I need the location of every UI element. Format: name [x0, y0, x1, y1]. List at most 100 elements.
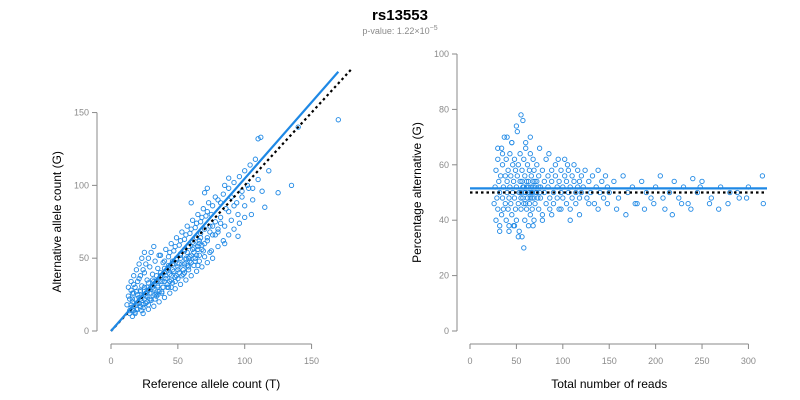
- left-data-point: [144, 277, 150, 283]
- right-data-point: [497, 173, 504, 179]
- right-data-point: [662, 206, 668, 212]
- left-y-tick-label: 100: [74, 180, 89, 190]
- right-data-point: [623, 212, 629, 218]
- left-data-point: [196, 240, 202, 247]
- left-data-point: [152, 296, 158, 302]
- right-data-point: [498, 212, 505, 218]
- left-x-tick-label: 150: [304, 356, 319, 366]
- right-data-point: [502, 173, 508, 179]
- right-data-point: [666, 189, 673, 196]
- left-data-point: [231, 226, 237, 232]
- left-data-point: [255, 176, 261, 183]
- left-data-point: [183, 255, 189, 261]
- left-data-point: [128, 287, 134, 293]
- right-data-point: [539, 167, 546, 173]
- right-data-point: [519, 167, 525, 173]
- right-data-point: [503, 217, 509, 223]
- left-data-point: [196, 252, 202, 258]
- right-data-point: [534, 178, 540, 185]
- right-data-point: [634, 200, 640, 207]
- left-data-point: [145, 255, 152, 261]
- right-data-point: [600, 195, 607, 201]
- right-data-point: [708, 195, 714, 201]
- left-data-point: [145, 302, 152, 308]
- right-data-point: [545, 173, 551, 179]
- right-data-point: [584, 195, 590, 201]
- right-data-point: [660, 195, 666, 201]
- right-data-point: [760, 200, 766, 207]
- right-data-point: [706, 200, 713, 207]
- right-data-point: [508, 200, 514, 207]
- left-data-point: [295, 124, 301, 130]
- left-data-point: [195, 262, 201, 269]
- right-data-point: [503, 156, 509, 162]
- right-data-point: [510, 162, 516, 168]
- right-data-point: [494, 195, 500, 201]
- right-data-point: [651, 200, 657, 207]
- right-data-point: [539, 212, 546, 218]
- right-data-point: [563, 178, 570, 185]
- left-data-point: [151, 243, 157, 250]
- left-data-point: [258, 134, 264, 140]
- left-data-point: [161, 278, 168, 285]
- right-data-point: [515, 162, 521, 168]
- right-data-point: [595, 206, 601, 212]
- left-data-point: [147, 296, 153, 302]
- right-data-point: [506, 223, 512, 229]
- right-data-point: [671, 178, 677, 185]
- left-y-tick-label: 0: [84, 326, 89, 336]
- right-data-point: [632, 200, 638, 207]
- left-data-point: [207, 229, 213, 235]
- left-data-point: [164, 281, 170, 288]
- right-data-point: [613, 206, 620, 212]
- left-data-point: [212, 219, 218, 225]
- left-data-point: [222, 240, 228, 247]
- left-data-point: [141, 249, 148, 256]
- left-data-point: [217, 220, 224, 226]
- right-data-point: [504, 178, 510, 185]
- right-y-tick-label: 80: [439, 104, 449, 114]
- left-data-point: [129, 296, 136, 302]
- left-data-point: [128, 278, 134, 285]
- left-data-point: [168, 273, 174, 279]
- left-data-point: [242, 214, 248, 221]
- left-data-point: [180, 267, 186, 273]
- right-data-point: [521, 200, 527, 207]
- left-data-point: [155, 284, 161, 290]
- right-data-point: [578, 189, 585, 196]
- right-data-point: [536, 173, 542, 179]
- right-data-point: [523, 145, 529, 151]
- right-data-point: [657, 173, 663, 179]
- right-data-point: [522, 217, 528, 223]
- left-x-axis-title: Reference allele count (T): [142, 377, 280, 391]
- right-data-point: [641, 206, 648, 212]
- left-data-point: [167, 290, 173, 296]
- left-data-point: [165, 254, 172, 260]
- chart-title: rs13553: [372, 7, 428, 24]
- left-data-point: [131, 273, 137, 279]
- left-data-point: [188, 273, 194, 279]
- right-data-point: [589, 173, 596, 179]
- right-data-point: [586, 200, 592, 207]
- right-y-tick-label: 0: [444, 326, 449, 336]
- left-data-point: [175, 264, 181, 270]
- right-data-point: [694, 189, 701, 196]
- right-data-point: [500, 206, 507, 212]
- left-data-point: [167, 249, 173, 256]
- left-x-tick-label: 0: [108, 356, 113, 366]
- right-data-point: [524, 162, 531, 168]
- left-data-point: [131, 281, 137, 288]
- right-data-point: [547, 206, 553, 212]
- right-data-point: [512, 167, 519, 173]
- left-data-point: [136, 275, 142, 282]
- right-data-point: [727, 189, 733, 196]
- left-data-point: [147, 264, 153, 270]
- right-data-point: [552, 173, 559, 179]
- right-data-point: [493, 217, 499, 223]
- right-data-point: [502, 200, 508, 207]
- left-data-point: [262, 204, 268, 210]
- left-data-point: [156, 299, 162, 305]
- left-data-point: [173, 235, 180, 241]
- left-reference-line: [110, 68, 353, 332]
- right-data-point: [537, 195, 544, 201]
